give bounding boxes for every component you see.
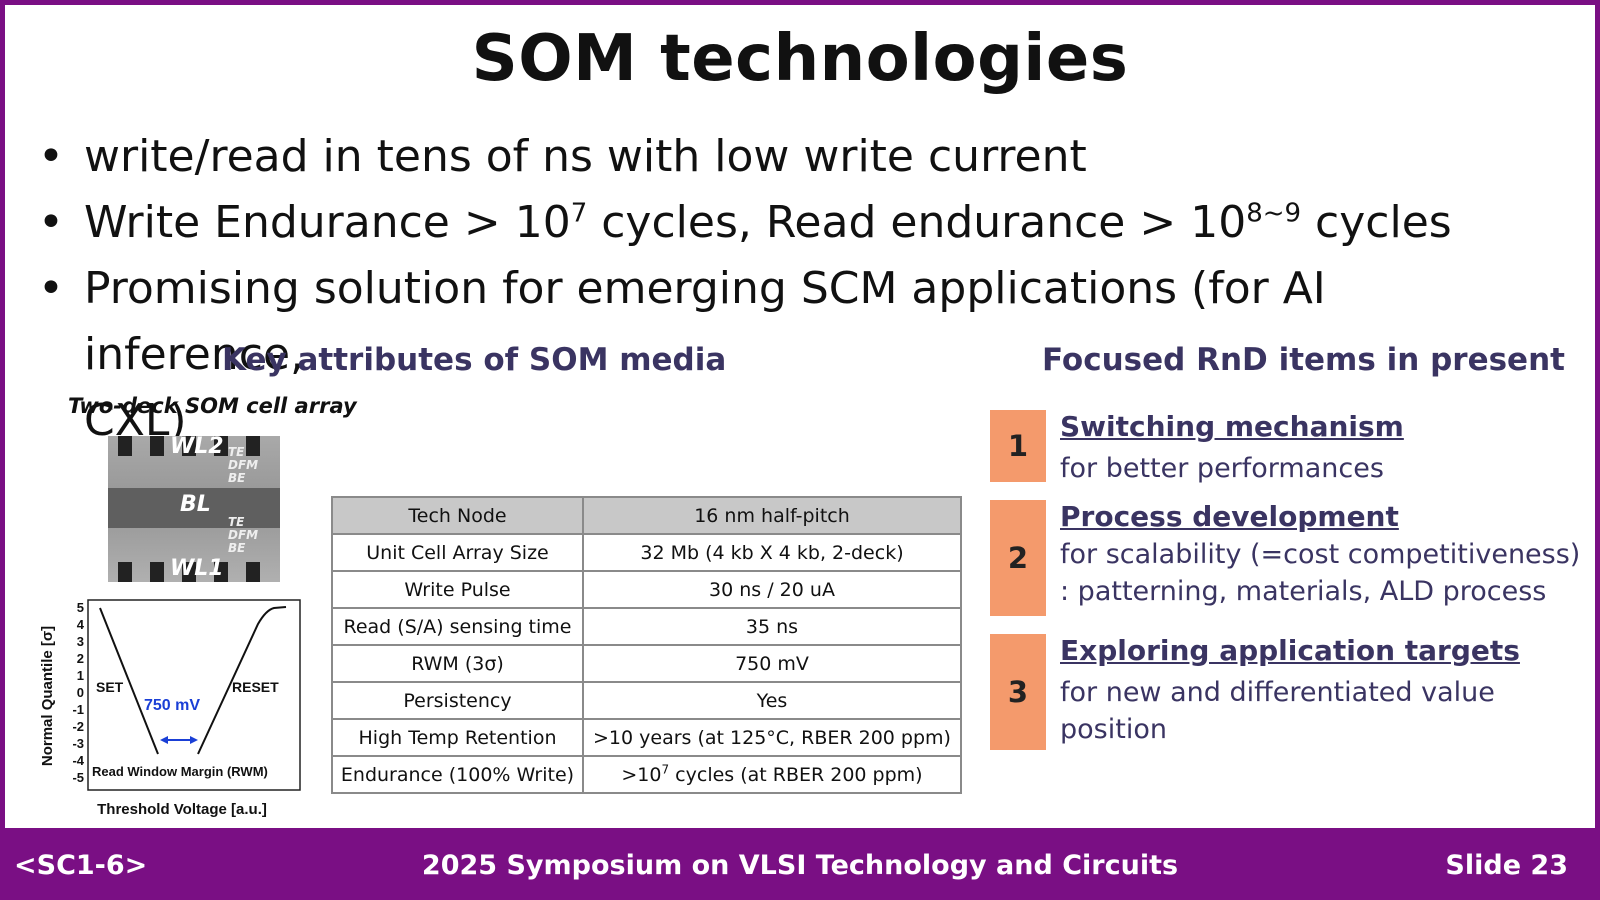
bullet-text: Write Endurance > 10 — [84, 197, 571, 248]
table-row: High Temp Retention >10 years (at 125°C,… — [331, 718, 962, 757]
cell-text: cycles (at RBER 200 ppm) — [669, 763, 923, 786]
table-row: RWM (3σ) 750 mV — [331, 644, 962, 683]
bullet-text: write/read in tens of ns with low write … — [84, 131, 1087, 182]
exponent: 8~9 — [1246, 198, 1302, 229]
y-tick: -1 — [72, 702, 84, 717]
y-tick: -3 — [72, 736, 84, 751]
table-cell: Yes — [582, 681, 962, 720]
slide-footer: <SC1-6> 2025 Symposium on VLSI Technolog… — [0, 828, 1600, 900]
bullet-item: • Write Endurance > 107 cycles, Read end… — [38, 190, 1558, 256]
arrow-head-left-icon — [160, 736, 168, 744]
cell-text: >10 — [621, 763, 662, 786]
arrow-head-right-icon — [190, 736, 198, 744]
exponent: 7 — [661, 762, 670, 777]
stack-label: DFM — [228, 528, 259, 542]
table-row: Read (S/A) sensing time 35 ns — [331, 607, 962, 646]
bullet-item: • Promising solution for emerging SCM ap… — [38, 256, 1558, 454]
y-tick: 2 — [77, 651, 84, 666]
conference-name: 2025 Symposium on VLSI Technology and Ci… — [421, 850, 1179, 881]
y-tick: 5 — [77, 600, 84, 615]
key-attributes-heading: Key attributes of SOM media — [222, 342, 727, 378]
table-cell: >107 cycles (at RBER 200 ppm) — [582, 755, 962, 794]
threshold-voltage-distribution-graph: Normal Quantile [σ] 5 4 3 2 1 0 -1 -2 -3… — [40, 599, 301, 818]
session-code: <SC1-6> — [14, 850, 148, 881]
table-cell: Persistency — [331, 681, 584, 720]
y-tick: -5 — [72, 770, 84, 785]
bullet-item: • write/read in tens of ns with low writ… — [38, 124, 1558, 190]
focus-item-title: Exploring application targets — [1060, 634, 1520, 667]
x-axis-label: Threshold Voltage [a.u.] — [97, 801, 267, 818]
table-row: Endurance (100% Write) >107 cycles (at R… — [331, 755, 962, 794]
number-badge: 1 — [990, 410, 1046, 482]
y-tick: -4 — [72, 753, 84, 768]
slide-title: SOM technologies — [471, 22, 1129, 96]
table-cell: High Temp Retention — [331, 718, 584, 757]
table-header-cell: Tech Node — [331, 496, 584, 535]
bullet-text: cycles — [1301, 197, 1452, 248]
window-value-label: 750 mV — [144, 697, 200, 714]
exponent: 7 — [570, 198, 588, 229]
focus-item-desc: : patterning, materials, ALD process — [1060, 576, 1547, 607]
wl2-label: WL2 — [170, 436, 224, 459]
table-row: Unit Cell Array Size 32 Mb (4 kb X 4 kb,… — [331, 533, 962, 572]
set-label: SET — [96, 679, 124, 695]
table-row: Write Pulse 30 ns / 20 uA — [331, 570, 962, 609]
bl-label: BL — [180, 492, 211, 517]
table-header-cell: 16 nm half-pitch — [582, 496, 962, 535]
table-cell: Write Pulse — [331, 570, 584, 609]
focus-item-desc: position — [1060, 714, 1167, 745]
bullet-dot-icon: • — [38, 263, 64, 314]
bullet-list: • write/read in tens of ns with low writ… — [38, 124, 1558, 454]
tem-cross-section-image: WL2 BL WL1 TE DFM BE TE DFM BE — [108, 436, 280, 582]
bullet-dot-icon: • — [38, 197, 64, 248]
y-axis-label: Normal Quantile [σ] — [40, 626, 56, 766]
y-tick: 1 — [77, 668, 84, 683]
y-tick: 0 — [77, 685, 84, 700]
reset-label: RESET — [232, 679, 279, 695]
key-attributes-table: Tech Node 16 nm half-pitch Unit Cell Arr… — [331, 496, 962, 794]
rwm-label: Read Window Margin (RWM) — [92, 764, 268, 779]
focus-item-desc: for new and differentiated value — [1060, 677, 1495, 708]
focus-item-title: Process development — [1060, 500, 1399, 533]
stack-label: TE — [228, 515, 245, 529]
y-tick: 3 — [77, 634, 84, 649]
stack-label: TE — [228, 445, 245, 459]
focused-rnd-heading: Focused RnD items in present — [1042, 342, 1565, 378]
table-cell: RWM (3σ) — [331, 644, 584, 683]
table-header-row: Tech Node 16 nm half-pitch — [331, 496, 962, 535]
table-cell: 35 ns — [582, 607, 962, 646]
stack-label: BE — [228, 541, 246, 555]
table-cell: Endurance (100% Write) — [331, 755, 584, 794]
bullet-dot-icon: • — [38, 131, 64, 182]
y-tick: -2 — [72, 719, 84, 734]
slide-number: Slide 23 — [1445, 850, 1568, 881]
bullet-text: cycles, Read endurance > 10 — [587, 197, 1247, 248]
focus-item-title: Switching mechanism — [1060, 410, 1404, 443]
wl1-label: WL1 — [170, 556, 224, 581]
table-cell: Read (S/A) sensing time — [331, 607, 584, 646]
table-row: Persistency Yes — [331, 681, 962, 720]
stack-label: BE — [228, 471, 246, 485]
table-cell: Unit Cell Array Size — [331, 533, 584, 572]
number-badge: 3 — [990, 634, 1046, 750]
y-tick: 4 — [77, 617, 85, 632]
stack-label: DFM — [228, 458, 259, 472]
focus-item-desc: for better performances — [1060, 453, 1384, 484]
bullet-text: Promising solution for emerging SCM appl… — [84, 263, 1326, 380]
cell-array-caption: Two-deck SOM cell array — [68, 394, 357, 418]
number-badge: 2 — [990, 500, 1046, 616]
table-cell: >10 years (at 125°C, RBER 200 ppm) — [582, 718, 962, 757]
table-cell: 32 Mb (4 kb X 4 kb, 2-deck) — [582, 533, 962, 572]
set-distribution-curve — [99, 607, 159, 755]
focus-item-desc: for scalability (=cost competitiveness) — [1060, 539, 1581, 570]
reset-distribution-curve — [197, 606, 287, 755]
table-cell: 750 mV — [582, 644, 962, 683]
plot-frame — [87, 599, 301, 791]
table-cell: 30 ns / 20 uA — [582, 570, 962, 609]
